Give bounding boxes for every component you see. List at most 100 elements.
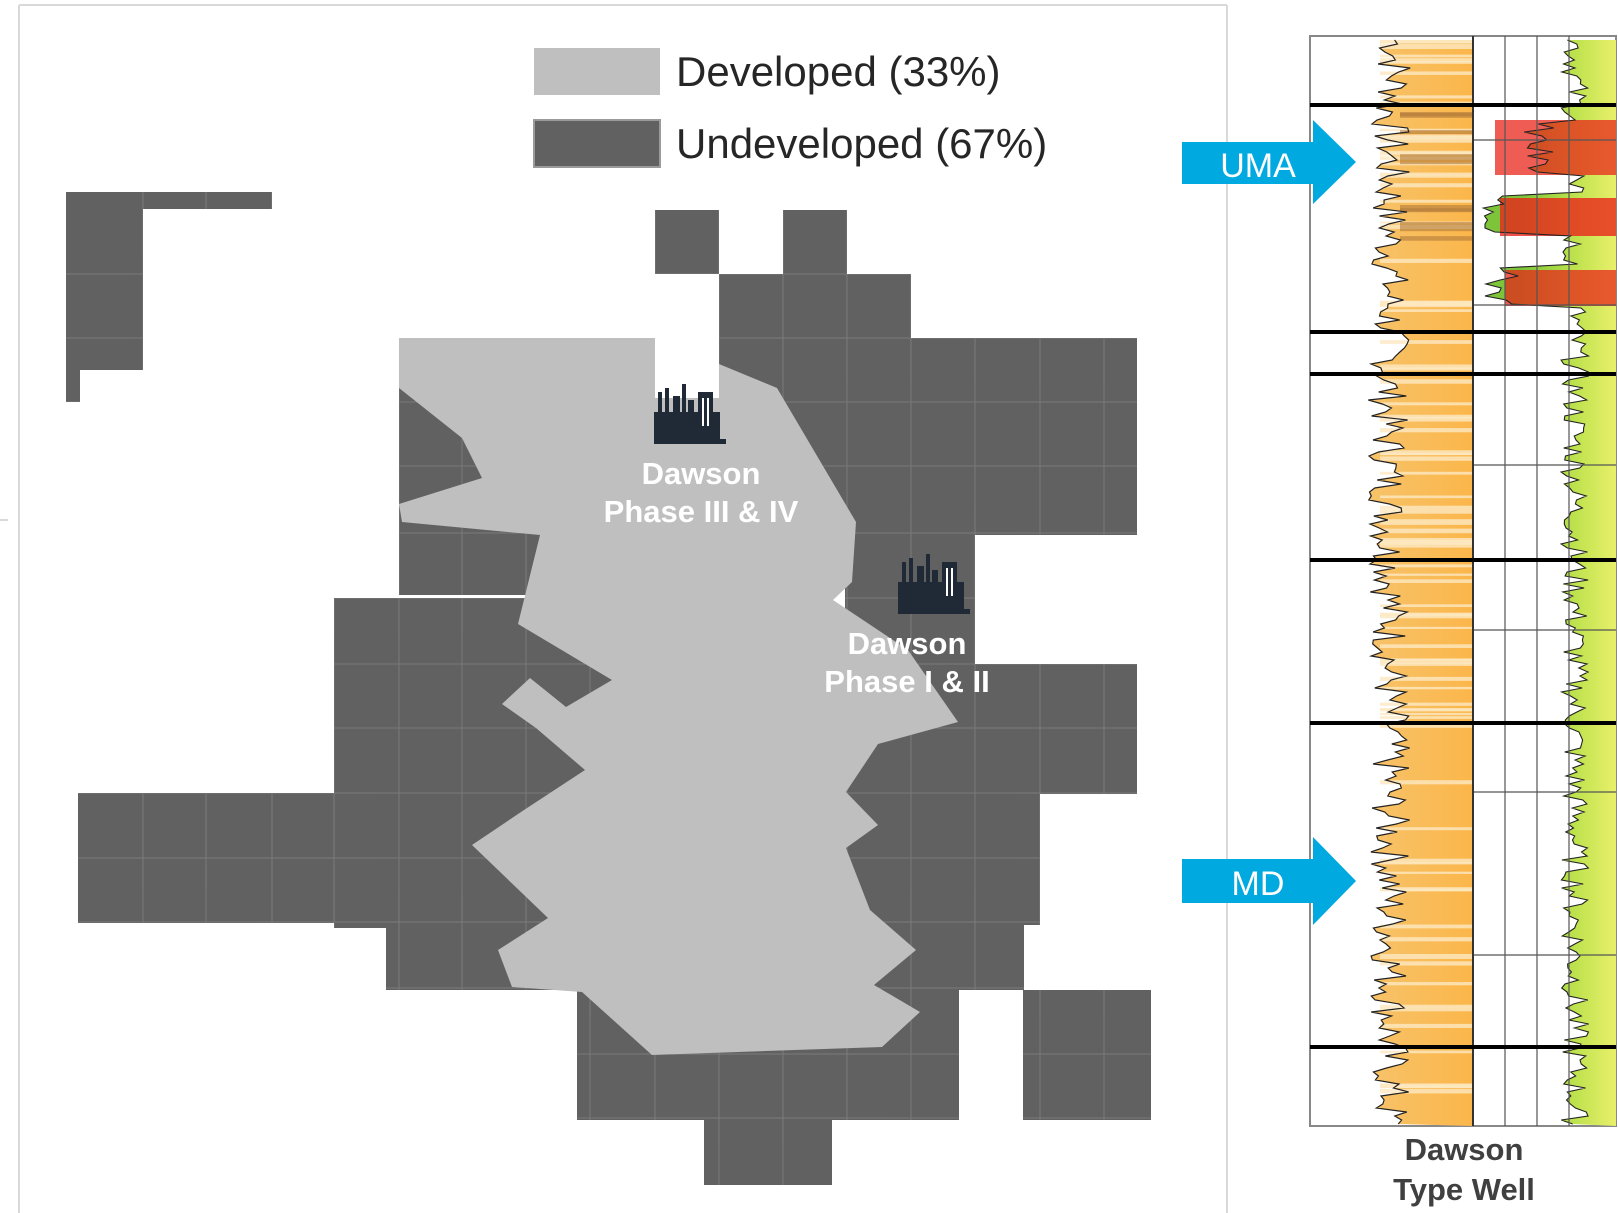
log-streak (1380, 659, 1472, 664)
log-streak (1380, 364, 1472, 370)
log-streak (1380, 887, 1472, 892)
log-streak (1380, 452, 1472, 456)
resistivity-high-zone (1495, 120, 1616, 175)
log-streak (1380, 40, 1472, 44)
undeveloped-block (719, 274, 911, 340)
log-streak (1380, 676, 1472, 681)
log-streak (1380, 137, 1472, 141)
log-streak (1380, 414, 1472, 419)
log-streak (1380, 540, 1472, 545)
plant-phase-i-ii: Dawson Phase I & II (824, 554, 990, 699)
plant-label-line1: Dawson (642, 456, 761, 491)
undeveloped-block (704, 1118, 832, 1185)
log-streak (1380, 95, 1472, 99)
log-streak (1380, 961, 1472, 966)
log-streak (1380, 626, 1472, 629)
arrow-uma (1182, 120, 1356, 204)
log-streak (1380, 172, 1472, 176)
log-streak (1380, 780, 1472, 785)
log-streak (1380, 258, 1472, 263)
log-streak (1380, 613, 1472, 619)
log-streak (1380, 44, 1472, 49)
gamma-ray-curve (1367, 39, 1411, 1125)
log-streak-dark (1400, 130, 1472, 135)
log-streak (1380, 871, 1472, 874)
log-streak (1380, 937, 1472, 942)
log-streak (1380, 199, 1472, 203)
type-well-log (1309, 35, 1617, 1127)
log-streak (1380, 416, 1472, 422)
undeveloped-block (1023, 990, 1151, 1120)
log-streak (1380, 71, 1472, 75)
log-streak (1380, 139, 1472, 143)
log-streak (1380, 544, 1472, 548)
log-streak (1380, 54, 1472, 58)
log-streak (1380, 519, 1472, 522)
log-streak (1380, 1007, 1472, 1012)
resistivity-curve (1481, 39, 1591, 1125)
log-streak (1380, 456, 1472, 461)
log-streak (1380, 1004, 1472, 1008)
log-streak (1380, 702, 1472, 706)
log-streak (1380, 1083, 1472, 1089)
log-streak (1380, 953, 1472, 959)
log-streak (1380, 505, 1472, 510)
log-streak (1380, 827, 1472, 831)
log-grid-lines (1473, 36, 1616, 1126)
marker-uma: UMA (1182, 120, 1356, 204)
arrow-md (1182, 837, 1356, 925)
log-streak (1380, 528, 1472, 534)
map-frame (0, 4, 1228, 1213)
plant-label-line2: Phase I & II (824, 664, 989, 699)
log-streak (1380, 862, 1472, 865)
log-streak (1380, 152, 1472, 156)
type-well-caption-line1: Dawson (1405, 1132, 1524, 1167)
log-streak-dark (1400, 236, 1472, 241)
log-streak (1380, 579, 1472, 583)
log-streak (1380, 686, 1472, 690)
log-streak (1380, 662, 1472, 666)
undeveloped-block (783, 210, 847, 274)
legend-label-undeveloped: Undeveloped (67%) (676, 120, 1047, 167)
log-streak (1380, 521, 1472, 525)
refinery-icon (898, 554, 970, 614)
marker-label-uma: UMA (1220, 147, 1296, 185)
log-streak (1380, 1089, 1472, 1094)
log-streak (1380, 128, 1472, 132)
log-streak (1380, 1023, 1472, 1028)
undeveloped-block-nw (66, 192, 272, 402)
plant-phase-iii-iv: Dawson Phase III & IV (604, 384, 799, 529)
legend: Developed (33%) Undeveloped (67%) (533, 48, 1047, 168)
log-streak (1380, 724, 1472, 728)
log-streak (1380, 564, 1472, 568)
log-streak (1380, 402, 1472, 406)
legend-label-developed: Developed (33%) (676, 48, 1001, 95)
log-streak (1380, 924, 1472, 929)
resistivity-track (1481, 39, 1616, 1126)
formation-tops (1310, 103, 1616, 1049)
log-streak-dark (1400, 154, 1472, 165)
plant-label-line2: Phase III & IV (604, 494, 799, 529)
log-streak (1380, 471, 1472, 475)
log-streak (1380, 174, 1472, 178)
log-streak (1380, 708, 1472, 712)
type-well-caption-line2: Type Well (1393, 1172, 1535, 1207)
log-streak-dark (1400, 112, 1472, 117)
log-streak (1380, 509, 1472, 514)
log-streak (1380, 716, 1472, 719)
log-streak (1380, 1050, 1472, 1054)
log-streak (1380, 644, 1472, 648)
log-streak (1380, 300, 1472, 305)
marker-md: MD (1182, 837, 1356, 925)
resistivity-high-zone (1505, 270, 1616, 306)
legend-swatch-developed (534, 48, 660, 95)
log-streak (1380, 428, 1472, 433)
log-streak (1380, 712, 1472, 716)
log-streak (1380, 58, 1472, 63)
log-streak (1380, 573, 1472, 576)
log-streak (1380, 367, 1472, 371)
undeveloped-block (655, 210, 719, 274)
log-streak-dark (1400, 208, 1472, 213)
log-streak-dark (1400, 221, 1472, 232)
